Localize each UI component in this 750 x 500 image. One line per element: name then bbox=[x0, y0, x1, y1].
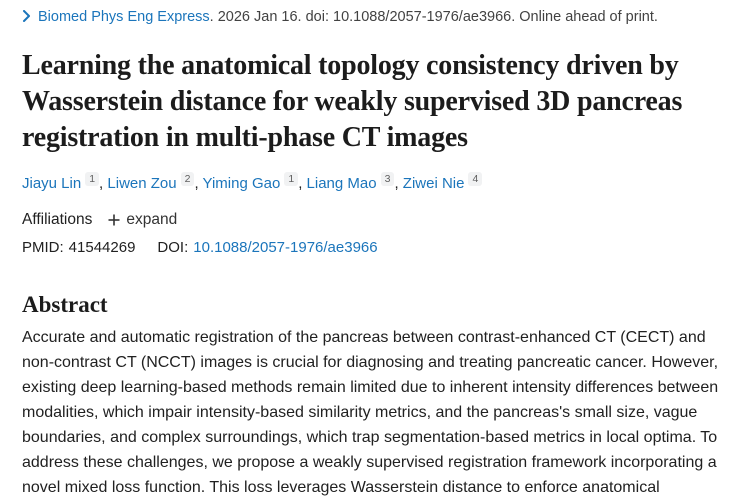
affiliation-badge: 3 bbox=[380, 172, 395, 186]
author-separator: , bbox=[99, 175, 108, 192]
plus-icon bbox=[108, 214, 120, 226]
doi-label: DOI: bbox=[157, 239, 189, 256]
article-title: Learning the anatomical topology consist… bbox=[22, 50, 683, 153]
authors-list: Jiayu Lin 1, Liwen Zou 2, Yiming Gao 1, Lia… bbox=[22, 172, 722, 195]
author-separator: , bbox=[394, 175, 403, 192]
author-link[interactable]: Ziwei Nie bbox=[402, 175, 465, 192]
abstract-heading: Abstract bbox=[22, 292, 108, 317]
abstract-text: Accurate and automatic registration of t… bbox=[22, 329, 719, 496]
expand-label: expand bbox=[126, 211, 178, 228]
author-link[interactable]: Yiming Gao bbox=[202, 175, 281, 192]
identifiers-row: PMID: 41544269 DOI: 10.1088/2057-1976/ae396… bbox=[22, 238, 722, 258]
author-item: Liwen Zou 2, bbox=[107, 172, 203, 192]
author-item: Ziwei Nie 4 bbox=[402, 172, 483, 192]
author-item: Liang Mao 3, bbox=[306, 172, 403, 192]
author-separator: , bbox=[194, 175, 203, 192]
expand-affiliations-button[interactable]: expand bbox=[108, 211, 177, 229]
author-separator: , bbox=[298, 175, 307, 192]
author-link[interactable]: Liang Mao bbox=[306, 175, 377, 192]
affiliation-badge: 4 bbox=[468, 172, 483, 186]
affiliation-badge: 1 bbox=[284, 172, 299, 186]
affiliation-badge: 1 bbox=[85, 172, 100, 186]
chevron-right-icon bbox=[22, 9, 31, 27]
breadcrumb: Biomed Phys Eng Express. 2026 Jan 16. do… bbox=[22, 8, 722, 27]
affiliations-row: Affiliations expand bbox=[22, 210, 722, 230]
author-link[interactable]: Liwen Zou bbox=[107, 175, 177, 192]
author-item: Jiayu Lin 1, bbox=[22, 172, 108, 192]
citation-text: . 2026 Jan 16. doi: 10.1088/2057-1976/ae… bbox=[209, 9, 658, 25]
author-item: Yiming Gao 1, bbox=[202, 172, 307, 192]
affiliation-badge: 2 bbox=[180, 172, 195, 186]
pmid-value: 41544269 bbox=[68, 239, 136, 256]
affiliations-label: Affiliations bbox=[22, 211, 93, 228]
author-link[interactable]: Jiayu Lin bbox=[22, 175, 82, 192]
pmid-label: PMID: bbox=[22, 239, 64, 256]
doi-link[interactable]: 10.1088/2057-1976/ae3966 bbox=[193, 239, 378, 256]
journal-link[interactable]: Biomed Phys Eng Express bbox=[38, 9, 210, 25]
